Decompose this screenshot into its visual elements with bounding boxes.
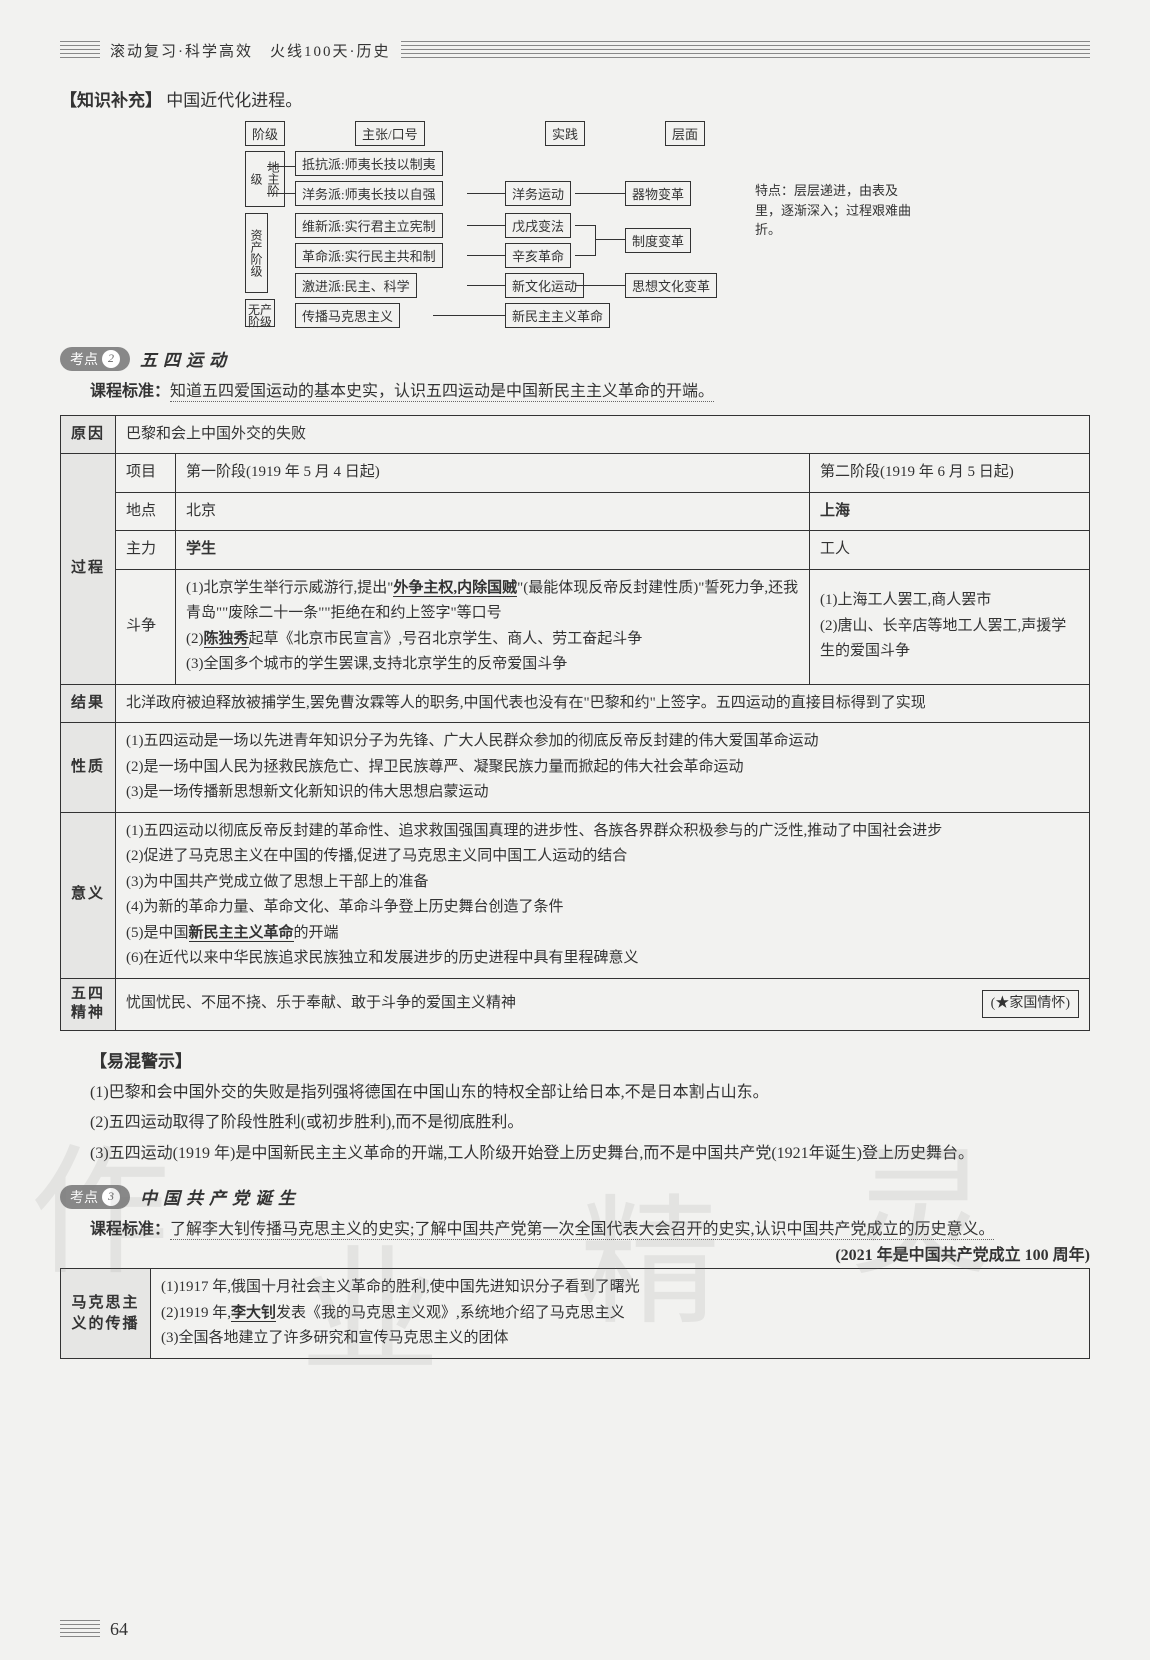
nature-h: 性质 <box>61 723 116 813</box>
diagram-col-class: 阶级 <box>245 121 285 146</box>
force-h: 主力 <box>116 531 176 570</box>
diagram-class-2: 资产阶级 <box>245 213 268 293</box>
warning-line-1: (1)巴黎和会中国外交的失败是指列强将德国在中国山东的特权全部让给日本,不是日本… <box>90 1078 1090 1108</box>
header-deco-left <box>60 41 100 61</box>
kaodian-3-title: 中国共产党诞生 <box>140 1184 301 1209</box>
diagram-col-layer: 层面 <box>665 121 705 146</box>
diagram-idea-4: 革命派:实行民主共和制 <box>295 243 443 268</box>
kaodian-2-heading: 考点 2 五四运动 <box>60 346 1090 371</box>
battle1: (1)北京学生举行示威游行,提出"外争主权,内除国贼"(最能体现反帝反封建性质)… <box>176 569 810 684</box>
kaodian-badge-text: 考点 <box>70 349 98 369</box>
diagram-idea-2: 洋务派:师夷长技以自强 <box>295 181 443 206</box>
kaodian-3-badge-text: 考点 <box>70 1187 98 1207</box>
diagram-idea-1: 抵抗派:师夷长技以制夷 <box>295 151 443 176</box>
standard-3-label: 课程标准： <box>90 1221 170 1238</box>
warning-line-3: (3)五四运动(1919 年)是中国新民主主义革命的开端,工人阶级开始登上历史舞… <box>90 1139 1090 1169</box>
diagram-col-idea: 主张/口号 <box>355 121 425 146</box>
kaodian-2-title: 五四运动 <box>140 346 232 371</box>
spirit-h: 五四精神 <box>61 978 116 1030</box>
diagram-prac-4: 辛亥革命 <box>505 243 571 268</box>
diagram-class-1: 地主阶级 <box>245 151 285 207</box>
process-h: 过程 <box>61 454 116 685</box>
kaodian-3-heading: 考点 3 中国共产党诞生 <box>60 1184 1090 1209</box>
wusi-table: 原因 巴黎和会上中国外交的失败 过程 项目 第一阶段(1919 年 5 月 4 … <box>60 415 1090 1031</box>
meaning-cell: (1)五四运动以彻底反帝反封建的革命性、追求救国强国真理的进步性、各族各界群众积… <box>116 812 1090 978</box>
header-title: 滚动复习·科学高效 火线100天·历史 <box>110 40 391 61</box>
diagram-note: 特点：层层递进，由表及里，逐渐深入；过程艰难曲折。 <box>755 181 915 240</box>
diagram-idea-3: 维新派:实行君主立宪制 <box>295 213 443 238</box>
result-cell: 北洋政府被迫释放被捕学生,罢免曹汝霖等人的职务,中国代表也没有在"巴黎和约"上签… <box>116 684 1090 723</box>
page-number: 64 <box>110 1619 128 1640</box>
diagram-prac-3: 戊戌变法 <box>505 213 571 238</box>
warning-title: 【易混警示】 <box>90 1046 1090 1078</box>
standard-3-text: 了解李大钊传播马克思主义的史实;了解中国共产党第一次全国代表大会召开的史实,认识… <box>170 1221 994 1240</box>
header-deco-right <box>401 41 1091 61</box>
force1: 学生 <box>176 531 810 570</box>
phase2-h: 第二阶段(1919 年 6 月 5 日起) <box>810 454 1090 493</box>
place1: 北京 <box>176 492 810 531</box>
kaodian-2-standard: 课程标准：知道五四爱国运动的基本史实，认识五四运动是中国新民主主义革命的开端。 <box>90 379 1090 405</box>
kaodian-num: 2 <box>102 350 120 368</box>
diagram-class-3: 无产阶级 <box>245 299 275 327</box>
diagram-prac-6: 新民主主义革命 <box>505 303 610 328</box>
kaodian-3-badge: 考点 3 <box>60 1185 130 1209</box>
footer-deco <box>60 1620 100 1640</box>
cause-h: 原因 <box>61 415 116 454</box>
page-header: 滚动复习·科学高效 火线100天·历史 <box>60 40 1090 61</box>
marxism-table: 马克思主义的传播 (1)1917 年,俄国十月社会主义革命的胜利,使中国先进知识… <box>60 1268 1090 1359</box>
battle-h: 斗争 <box>116 569 176 684</box>
warning-block: 【易混警示】 (1)巴黎和会中国外交的失败是指列强将德国在中国山东的特权全部让给… <box>90 1046 1090 1169</box>
spirit-badge: (★家国情怀) <box>982 990 1079 1018</box>
diagram-layer-3: 制度变革 <box>625 228 691 253</box>
diagram-col-practice: 实践 <box>545 121 585 146</box>
modernization-diagram: 阶级 主张/口号 实践 层面 地主阶级 资产阶级 无产阶级 抵抗派:师夷长技以制… <box>175 121 975 321</box>
item-h: 项目 <box>116 454 176 493</box>
page-footer: 64 <box>60 1619 128 1640</box>
place2: 上海 <box>810 492 1090 531</box>
force2: 工人 <box>810 531 1090 570</box>
supplement-title: 中国近代化进程。 <box>166 91 302 110</box>
diagram-layer-2: 器物变革 <box>625 181 691 206</box>
standard-label: 课程标准： <box>90 383 170 400</box>
meaning-h: 意义 <box>61 812 116 978</box>
result-h: 结果 <box>61 684 116 723</box>
marx-cell: (1)1917 年,俄国十月社会主义革命的胜利,使中国先进知识分子看到了曙光 (… <box>151 1269 1090 1359</box>
nature-cell: (1)五四运动是一场以先进青年知识分子为先锋、广大人民群众参加的彻底反帝反封建的… <box>116 723 1090 813</box>
battle2: (1)上海工人罢工,商人罢市 (2)唐山、长辛店等地工人罢工,声援学生的爱国斗争 <box>810 569 1090 684</box>
diagram-prac-2: 洋务运动 <box>505 181 571 206</box>
diagram-layer-5: 思想文化变革 <box>625 273 717 298</box>
cause-cell: 巴黎和会上中国外交的失败 <box>116 415 1090 454</box>
warning-line-2: (2)五四运动取得了阶段性胜利(或初步胜利),而不是彻底胜利。 <box>90 1108 1090 1138</box>
place-h: 地点 <box>116 492 176 531</box>
diagram-prac-5: 新文化运动 <box>505 273 584 298</box>
spirit-cell: 忧国忧民、不屈不挠、乐于奉献、敢于斗争的爱国主义精神 (★家国情怀) <box>116 978 1090 1030</box>
standard-text: 知道五四爱国运动的基本史实，认识五四运动是中国新民主主义革命的开端。 <box>170 383 714 402</box>
phase1-h: 第一阶段(1919 年 5 月 4 日起) <box>176 454 810 493</box>
spirit-text: 忧国忧民、不屈不挠、乐于奉献、敢于斗争的爱国主义精神 <box>126 991 516 1017</box>
diagram-idea-6: 传播马克思主义 <box>295 303 400 328</box>
marx-h: 马克思主义的传播 <box>61 1269 151 1359</box>
kaodian-3-note: (2021 年是中国共产党成立 100 周年) <box>835 1243 1090 1269</box>
supplement-heading: 【知识补充】 中国近代化进程。 <box>60 86 1090 111</box>
kaodian-3-num: 3 <box>102 1188 120 1206</box>
kaodian-3-standard: 课程标准：了解李大钊传播马克思主义的史实;了解中国共产党第一次全国代表大会召开的… <box>90 1217 1090 1243</box>
kaodian-badge: 考点 2 <box>60 347 130 371</box>
diagram-idea-5: 激进派:民主、科学 <box>295 273 417 298</box>
supplement-label: 【知识补充】 <box>60 91 162 110</box>
